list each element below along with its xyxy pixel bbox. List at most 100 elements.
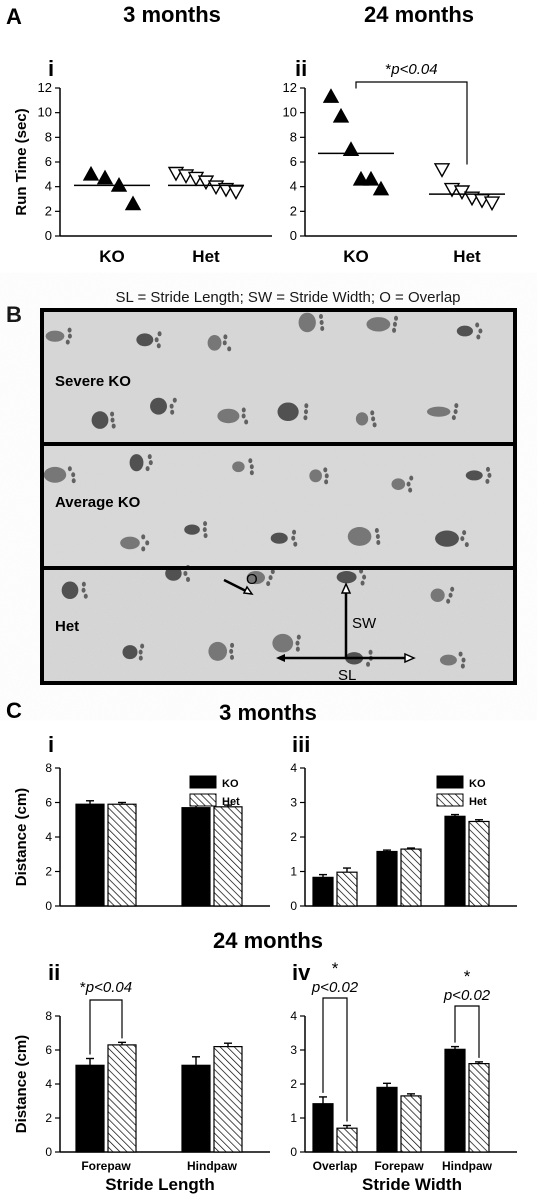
paw-toe bbox=[147, 454, 152, 460]
paw-toe bbox=[227, 346, 232, 352]
significance-bracket bbox=[355, 81, 468, 165]
paw-toe bbox=[323, 467, 328, 473]
y-tick-label: 0 bbox=[290, 1145, 297, 1159]
bar-ko bbox=[376, 1086, 398, 1153]
paw-toe bbox=[487, 472, 492, 478]
y-tick-label: 6 bbox=[45, 796, 52, 810]
y-tick-label: 8 bbox=[45, 1009, 52, 1023]
paw-print bbox=[277, 402, 299, 422]
paw-print bbox=[246, 571, 266, 585]
paw-toe bbox=[266, 581, 271, 587]
category-label: Het bbox=[453, 247, 481, 266]
paw-toe bbox=[157, 331, 162, 337]
paw-toe bbox=[460, 663, 465, 669]
paw-toe bbox=[81, 581, 86, 587]
paw-toe bbox=[202, 527, 207, 533]
y-tick-label: 3 bbox=[290, 1043, 297, 1057]
bar-het bbox=[336, 1127, 358, 1153]
data-point-het bbox=[433, 163, 451, 178]
subpanel-ai-label: i bbox=[48, 56, 54, 81]
category-label: Hindpaw bbox=[187, 1159, 238, 1173]
paw-toe bbox=[145, 466, 150, 472]
category-label: KO bbox=[343, 247, 369, 266]
y-tick-label: 6 bbox=[45, 154, 52, 169]
paw-toe bbox=[230, 654, 235, 660]
paw-print bbox=[45, 330, 65, 342]
bar-ko bbox=[444, 1048, 466, 1153]
legend-label-ko: KO bbox=[222, 778, 239, 790]
data-point-het bbox=[227, 185, 245, 201]
y-tick-label: 10 bbox=[38, 105, 52, 120]
paw-toe bbox=[372, 422, 377, 428]
paw-toe bbox=[241, 407, 246, 413]
paw-print bbox=[355, 412, 369, 426]
paw-toe bbox=[303, 415, 308, 421]
paw-toe bbox=[485, 478, 490, 484]
paw-toe bbox=[183, 570, 188, 576]
paw-toe bbox=[460, 536, 465, 542]
paw-toe bbox=[169, 403, 174, 409]
paw-print bbox=[91, 411, 109, 429]
y-tick-label: 2 bbox=[290, 203, 297, 218]
paw-toe bbox=[293, 541, 298, 547]
paw-toe bbox=[223, 334, 228, 340]
paw-toe bbox=[71, 472, 76, 478]
paw-toe bbox=[295, 646, 300, 652]
bar-het bbox=[468, 1062, 490, 1153]
chart-stride-length-3-months: 0 2 4 6 8 Distance (cm) KO Het bbox=[13, 761, 270, 913]
data-point-ko bbox=[332, 107, 350, 123]
data-point-ko bbox=[342, 141, 360, 156]
legend-label-het: Het bbox=[222, 796, 240, 808]
paw-toe bbox=[453, 409, 458, 415]
paw-toe bbox=[203, 521, 208, 527]
y-tick-label: 1 bbox=[290, 1111, 297, 1125]
data-point-ko bbox=[96, 169, 114, 185]
panel-a-right-heading: 24 months bbox=[364, 2, 474, 27]
paw-toe bbox=[148, 460, 153, 466]
panel-c-letter: C bbox=[6, 698, 22, 723]
paw-toe bbox=[324, 473, 329, 479]
data-point-ko bbox=[352, 170, 370, 186]
paw-toe bbox=[303, 409, 308, 415]
y-tick-label: 8 bbox=[45, 129, 52, 144]
bar-het bbox=[400, 1095, 422, 1153]
bar-ko bbox=[376, 850, 398, 907]
paw-print bbox=[184, 524, 200, 535]
paw-toe bbox=[374, 527, 379, 533]
paw-toe bbox=[476, 334, 481, 340]
paw-toe bbox=[448, 592, 453, 598]
y-tick-label: 0 bbox=[290, 228, 297, 243]
paw-toe bbox=[409, 475, 414, 481]
y-tick-label: 4 bbox=[45, 179, 52, 194]
paw-toe bbox=[319, 319, 324, 325]
panel-c-top-heading: 3 months bbox=[219, 700, 317, 725]
data-point-ko bbox=[372, 180, 390, 196]
paw-print bbox=[391, 478, 406, 490]
paw-toe bbox=[295, 640, 300, 646]
bar-het bbox=[400, 848, 422, 907]
category-label: Forepaw bbox=[81, 1159, 131, 1173]
paw-toe bbox=[450, 586, 455, 592]
category-label: KO bbox=[99, 247, 125, 266]
y-tick-label: 4 bbox=[45, 830, 52, 844]
legend-swatch-ko bbox=[436, 775, 464, 789]
y-tick-label: 2 bbox=[45, 203, 52, 218]
significance-bracket bbox=[322, 997, 348, 1122]
bar-het bbox=[213, 1045, 243, 1153]
strip-label-het: Het bbox=[55, 618, 79, 635]
paw-print bbox=[208, 641, 228, 661]
paw-print bbox=[207, 335, 222, 351]
legend-swatch-het bbox=[436, 793, 464, 807]
paw-toe bbox=[67, 327, 72, 333]
y-tick-label: 3 bbox=[290, 796, 297, 810]
bar-ko bbox=[444, 815, 466, 907]
legend-label-ko: KO bbox=[469, 778, 486, 790]
paw-toe bbox=[458, 651, 463, 657]
paw-print bbox=[435, 530, 459, 547]
category-label: Hindpaw bbox=[442, 1159, 493, 1173]
paw-toe bbox=[229, 648, 234, 654]
stride-length-marker: SL bbox=[338, 667, 356, 684]
subpanel-civ-label: iv bbox=[292, 960, 311, 985]
legend-swatch-ko bbox=[189, 775, 217, 789]
y-tick-label: 4 bbox=[290, 761, 297, 775]
